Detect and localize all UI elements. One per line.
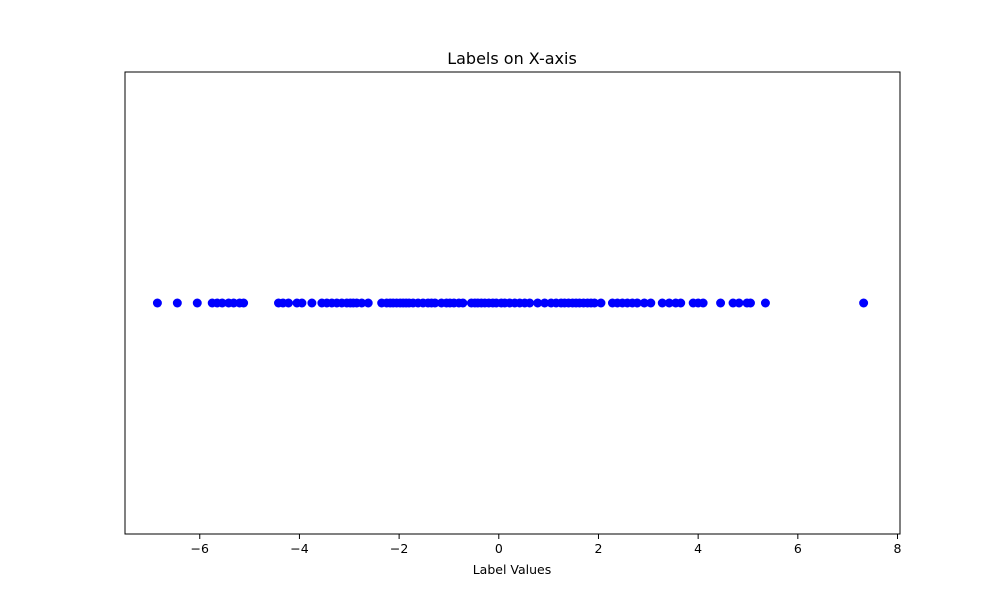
- data-point: [859, 298, 869, 308]
- data-point: [632, 298, 642, 308]
- data-point: [540, 298, 550, 308]
- data-point: [458, 298, 468, 308]
- data-point: [533, 298, 543, 308]
- x-tick-label: −4: [290, 541, 308, 556]
- data-point: [192, 298, 202, 308]
- data-point: [525, 298, 535, 308]
- plot-area-frame: [124, 71, 901, 535]
- data-point: [363, 298, 373, 308]
- data-point: [639, 298, 649, 308]
- x-tick-label: 8: [894, 541, 902, 556]
- data-point: [430, 298, 440, 308]
- data-point: [217, 298, 227, 308]
- data-point: [646, 298, 656, 308]
- data-point: [297, 298, 307, 308]
- x-axis-label: Label Values: [473, 562, 552, 577]
- x-tick-label: 2: [594, 541, 602, 556]
- x-tick-label: 6: [794, 541, 802, 556]
- data-point: [239, 298, 249, 308]
- data-point: [676, 298, 686, 308]
- data-point: [283, 298, 293, 308]
- data-point: [716, 298, 726, 308]
- data-point: [307, 298, 317, 308]
- data-point: [698, 298, 708, 308]
- data-point: [152, 298, 162, 308]
- data-point: [596, 298, 606, 308]
- chart-title: Labels on X-axis: [447, 49, 577, 68]
- data-point: [760, 298, 770, 308]
- x-tick-label: −6: [191, 541, 209, 556]
- data-point: [664, 298, 674, 308]
- data-point: [734, 298, 744, 308]
- data-point: [657, 298, 667, 308]
- x-tick-label: 4: [694, 541, 702, 556]
- data-points: [152, 298, 869, 308]
- data-point: [172, 298, 182, 308]
- x-axis-ticks: −6 −4 −2 0 2 4 6 8: [191, 534, 902, 556]
- x-tick-label: 0: [495, 541, 503, 556]
- x-tick-label: −2: [390, 541, 408, 556]
- data-point: [357, 298, 367, 308]
- data-point: [589, 298, 599, 308]
- data-point: [745, 298, 755, 308]
